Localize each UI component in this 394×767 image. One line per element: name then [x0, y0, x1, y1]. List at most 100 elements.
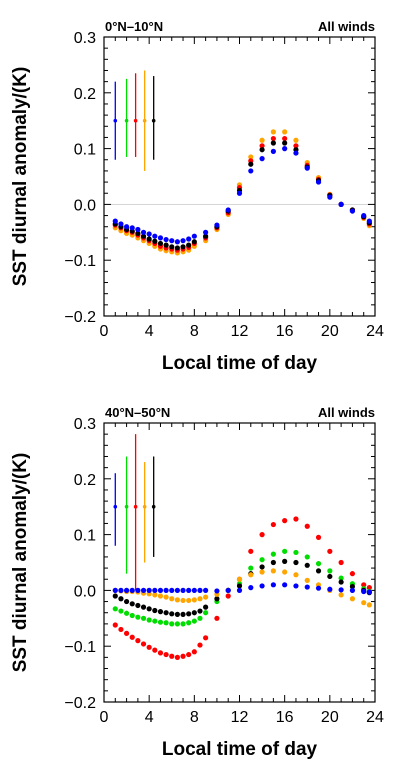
x-tick-label: 24 — [366, 709, 384, 726]
data-point-series-5 — [112, 587, 118, 594]
data-point-series-4 — [248, 168, 254, 174]
data-point-series-3 — [203, 604, 209, 610]
x-tick-label: 4 — [145, 323, 154, 340]
x-tick-label: 8 — [190, 709, 199, 726]
data-point-series-2 — [293, 143, 299, 149]
data-point-series-5 — [349, 587, 356, 594]
y-tick-label: 0.1 — [74, 142, 96, 159]
data-point-series-3 — [186, 611, 192, 617]
data-point-series-3 — [203, 233, 209, 239]
data-point-series-3 — [270, 140, 276, 146]
data-point-series-3 — [338, 579, 344, 585]
data-point-series-1 — [293, 516, 299, 522]
data-point-series-3 — [123, 598, 130, 605]
data-point-series-1 — [225, 593, 231, 599]
y-tick-label: 0.1 — [74, 528, 96, 545]
data-point-series-5 — [225, 587, 231, 594]
data-point-series-3 — [259, 147, 265, 153]
data-point-series-1 — [214, 615, 220, 621]
y-tick-label: 0.3 — [74, 30, 96, 47]
data-point-series-1 — [327, 548, 333, 554]
data-point-series-2 — [338, 575, 344, 581]
data-point-series-3 — [282, 140, 288, 146]
x-tick-label: 12 — [231, 709, 249, 726]
error-bar-center — [113, 118, 118, 123]
data-point-series-3 — [174, 245, 180, 251]
data-point-series-5 — [304, 584, 310, 590]
data-point-series-3 — [186, 242, 192, 248]
data-point-series-1 — [129, 634, 135, 640]
data-point-series-2 — [197, 615, 203, 621]
data-point-series-2 — [282, 135, 288, 142]
data-point-series-4 — [157, 235, 164, 241]
error-bar-center — [142, 118, 147, 123]
data-point-series-1 — [112, 622, 118, 628]
data-point-series-4 — [366, 218, 372, 224]
data-point-series-3 — [180, 611, 186, 617]
data-point-series-3 — [180, 244, 186, 250]
data-point-series-5 — [163, 587, 169, 594]
data-point-series-5 — [248, 585, 254, 591]
x-axis-label: Local time of day — [162, 353, 318, 374]
y-tick-label: 0.2 — [74, 472, 96, 489]
data-point-series-3 — [129, 601, 135, 607]
data-point-series-2 — [123, 610, 130, 616]
data-point-series-2 — [270, 551, 276, 557]
data-point-series-3 — [327, 573, 333, 580]
data-point-series-1 — [169, 653, 175, 659]
data-point-series-4 — [259, 569, 265, 575]
data-point-series-2 — [112, 606, 118, 612]
data-point-series-5 — [129, 587, 135, 594]
data-point-series-3 — [259, 564, 265, 570]
data-point-series-4 — [129, 225, 135, 231]
data-point-series-4 — [174, 597, 180, 603]
x-tick-label: 20 — [321, 709, 339, 726]
data-point-series-5 — [169, 587, 175, 594]
data-point-series-3 — [191, 239, 197, 245]
data-point-series-5 — [259, 583, 265, 589]
data-point-series-3 — [112, 593, 118, 599]
data-point-series-1 — [282, 129, 288, 135]
plot-frame — [103, 422, 376, 703]
data-point-series-5 — [236, 587, 243, 594]
data-point-series-5 — [157, 587, 164, 594]
x-tick-label: 0 — [100, 323, 109, 340]
data-point-series-5 — [118, 587, 124, 594]
data-point-series-2 — [163, 620, 169, 626]
data-point-series-3 — [135, 230, 141, 237]
data-point-series-5 — [180, 587, 186, 594]
data-point-series-5 — [214, 588, 220, 594]
data-point-series-1 — [293, 137, 299, 143]
x-tick-label: 16 — [276, 323, 294, 340]
data-point-series-4 — [293, 150, 299, 156]
data-point-series-5 — [197, 587, 203, 594]
data-point-series-1 — [203, 635, 209, 641]
data-point-series-3 — [146, 236, 152, 242]
data-point-series-5 — [293, 583, 299, 589]
wind-label: All winds — [318, 405, 375, 420]
data-point-series-4 — [157, 593, 164, 599]
x-tick-label: 0 — [100, 709, 109, 726]
data-point-series-1 — [186, 651, 192, 658]
data-point-series-4 — [152, 233, 158, 239]
data-point-series-4 — [366, 602, 372, 608]
y-tick-label: 0.0 — [74, 197, 96, 214]
data-point-series-4 — [174, 239, 180, 245]
data-point-series-5 — [146, 587, 152, 594]
data-point-series-1 — [259, 532, 265, 538]
data-point-series-1 — [338, 559, 344, 566]
data-point-series-2 — [327, 568, 333, 574]
data-point-series-3 — [118, 596, 124, 602]
data-point-series-3 — [248, 161, 254, 167]
data-point-series-1 — [349, 571, 356, 577]
data-point-series-3 — [169, 244, 175, 250]
data-point-series-2 — [140, 615, 147, 621]
data-point-series-4 — [349, 208, 356, 214]
data-point-series-2 — [293, 549, 299, 556]
data-point-series-1 — [163, 651, 169, 658]
data-point-series-4 — [135, 226, 141, 233]
x-tick-label: 20 — [321, 323, 339, 340]
data-point-series-4 — [140, 229, 147, 235]
data-point-series-4 — [186, 597, 192, 604]
